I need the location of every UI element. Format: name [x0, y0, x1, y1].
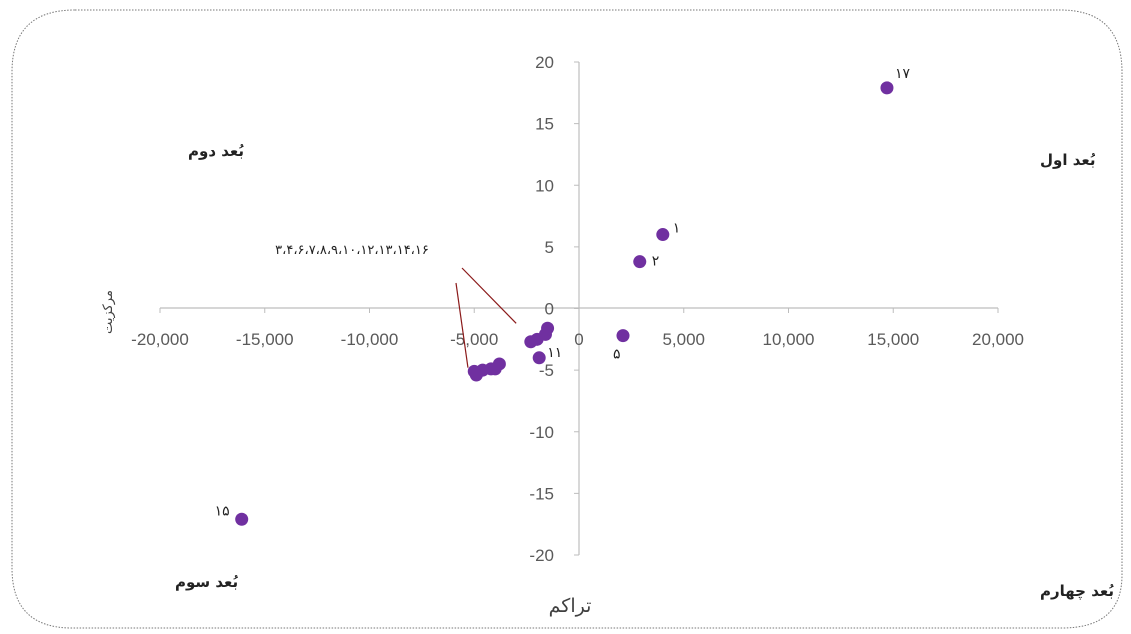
data-point-label: ۱۵: [215, 503, 230, 519]
y-tick-label: 20: [535, 53, 554, 72]
x-tick-label: -20,000: [131, 330, 189, 349]
quadrant-label-fourth: بُعد چهارم: [1040, 582, 1114, 601]
y-tick-label: 0: [545, 300, 554, 319]
annotation-leader-line: [456, 283, 468, 368]
x-tick-label: -10,000: [341, 330, 399, 349]
data-point-label: ۱۱: [547, 345, 562, 361]
x-tick-label: 10,000: [763, 330, 815, 349]
annotation-leader-line: [462, 268, 516, 323]
y-tick-label: 5: [545, 238, 554, 257]
y-tick-label: -10: [529, 423, 554, 442]
y-tick-label: -20: [529, 546, 554, 565]
x-axis-ticks: -20,000 -15,000 -10,000 -5,000 0 5,000 10,000 1…: [131, 308, 1024, 349]
y-axis-title: مرکزیت: [101, 290, 116, 334]
x-tick-label: 15,000: [867, 330, 919, 349]
x-axis-title: تراکم: [549, 595, 592, 617]
data-point: [616, 329, 629, 342]
data-point-label: ۵: [613, 347, 621, 363]
cluster-annotation-label: ۳،۴،۶،۷،۸،۹،۱۰،۱۲،۱۳،۱۴،۱۶: [275, 243, 429, 258]
data-point: [489, 362, 502, 375]
rounded-frame: [12, 10, 1122, 628]
data-point: [533, 351, 546, 364]
data-point-label: ۲: [652, 254, 660, 270]
y-tick-label: 10: [535, 176, 554, 195]
data-point: [880, 81, 893, 94]
data-point: [656, 228, 669, 241]
quadrant-label-second: بُعد دوم: [188, 142, 244, 160]
x-tick-label: 0: [574, 330, 583, 349]
x-tick-label: 5,000: [662, 330, 705, 349]
x-tick-label: 20,000: [972, 330, 1024, 349]
quadrant-label-first: بُعد اول: [1040, 151, 1095, 169]
point-labels: ۱۷ ۱ ۲ ۵ ۱۱ ۱۵: [215, 66, 911, 519]
quadrant-label-third: بُعد سوم: [175, 573, 238, 591]
scatter-points: [235, 81, 893, 525]
data-point-label: ۱: [673, 221, 681, 237]
y-tick-label: -15: [529, 484, 554, 503]
data-point: [524, 335, 537, 348]
data-point-label: ۱۷: [895, 66, 911, 82]
y-tick-label: 15: [535, 115, 554, 134]
x-tick-label: -15,000: [236, 330, 294, 349]
data-point: [470, 369, 483, 382]
x-tick-label: -5,000: [450, 330, 498, 349]
data-point: [235, 513, 248, 526]
data-point: [633, 255, 646, 268]
quadrant-labels: بُعد اول بُعد دوم بُعد سوم بُعد چهارم: [175, 142, 1114, 601]
